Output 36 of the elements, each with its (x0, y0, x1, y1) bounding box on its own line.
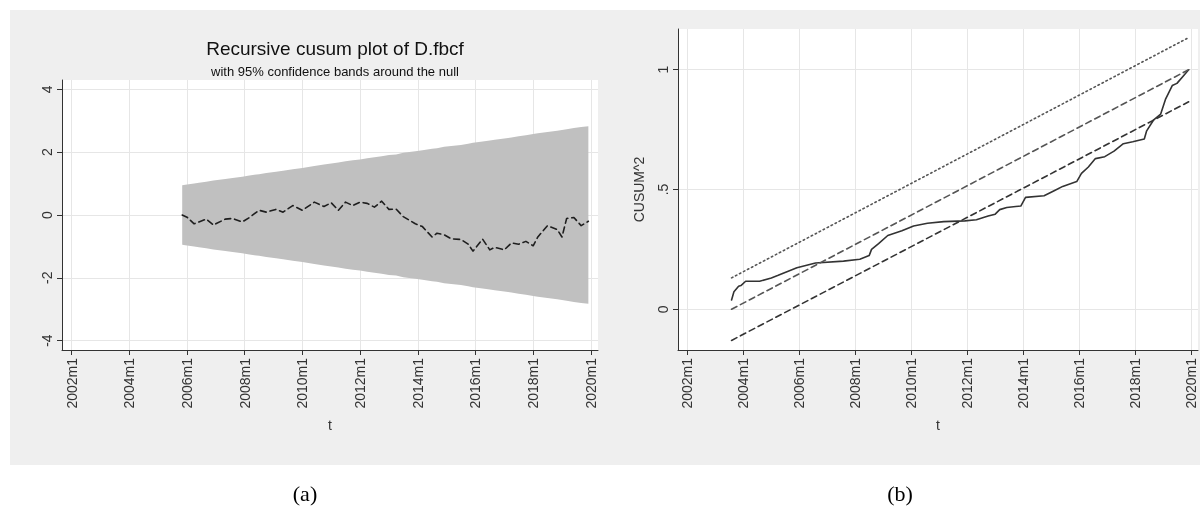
x-tick-label: 2018m1 (525, 357, 542, 409)
y-tick-label: 1 (655, 65, 671, 74)
x-tick-label: 2012m1 (352, 357, 369, 409)
x-tick-label: 2004m1 (121, 357, 138, 409)
x-axis-title: t (328, 417, 333, 433)
x-tick-label: 2002m1 (63, 357, 80, 409)
x-tick-label: 2006m1 (791, 357, 808, 409)
x-tick-label: 2020m1 (582, 357, 599, 409)
x-tick-label: 2008m1 (847, 357, 864, 409)
y-tick-label: -4 (39, 334, 55, 347)
y-tick-label: 0 (39, 210, 55, 219)
x-tick-label: 2020m1 (1183, 357, 1200, 409)
x-tick-label: 2006m1 (179, 357, 196, 409)
y-tick-label: .5 (655, 183, 671, 196)
y-tick-label: 4 (39, 85, 55, 94)
y-tick-label: 0 (655, 305, 671, 314)
chart-title: Recursive cusum plot of D.fbcf (206, 38, 465, 59)
x-tick-label: 2018m1 (1127, 357, 1144, 409)
y-tick-label: -2 (39, 271, 55, 285)
x-tick-label: 2014m1 (409, 357, 426, 409)
x-tick-label: 2010m1 (903, 357, 920, 409)
x-tick-label: 2012m1 (959, 357, 976, 409)
chart-subtitle: with 95% confidence bands around the null (210, 64, 460, 79)
x-tick-label: 2010m1 (294, 357, 311, 409)
x-tick-label: 2002m1 (679, 357, 696, 409)
x-tick-label: 2016m1 (467, 357, 484, 409)
y-tick-label: 2 (39, 148, 55, 157)
y-axis-title: CUSUM^2 (631, 156, 647, 223)
text: (a) (292, 480, 318, 506)
text: (b) (887, 480, 913, 506)
x-tick-label: 2014m1 (1015, 357, 1032, 409)
x-tick-label: 2008m1 (236, 357, 253, 409)
line-series (181, 200, 590, 252)
x-tick-label: 2016m1 (1071, 357, 1088, 409)
x-axis-title: t (936, 417, 941, 433)
x-tick-label: 2004m1 (735, 357, 752, 409)
